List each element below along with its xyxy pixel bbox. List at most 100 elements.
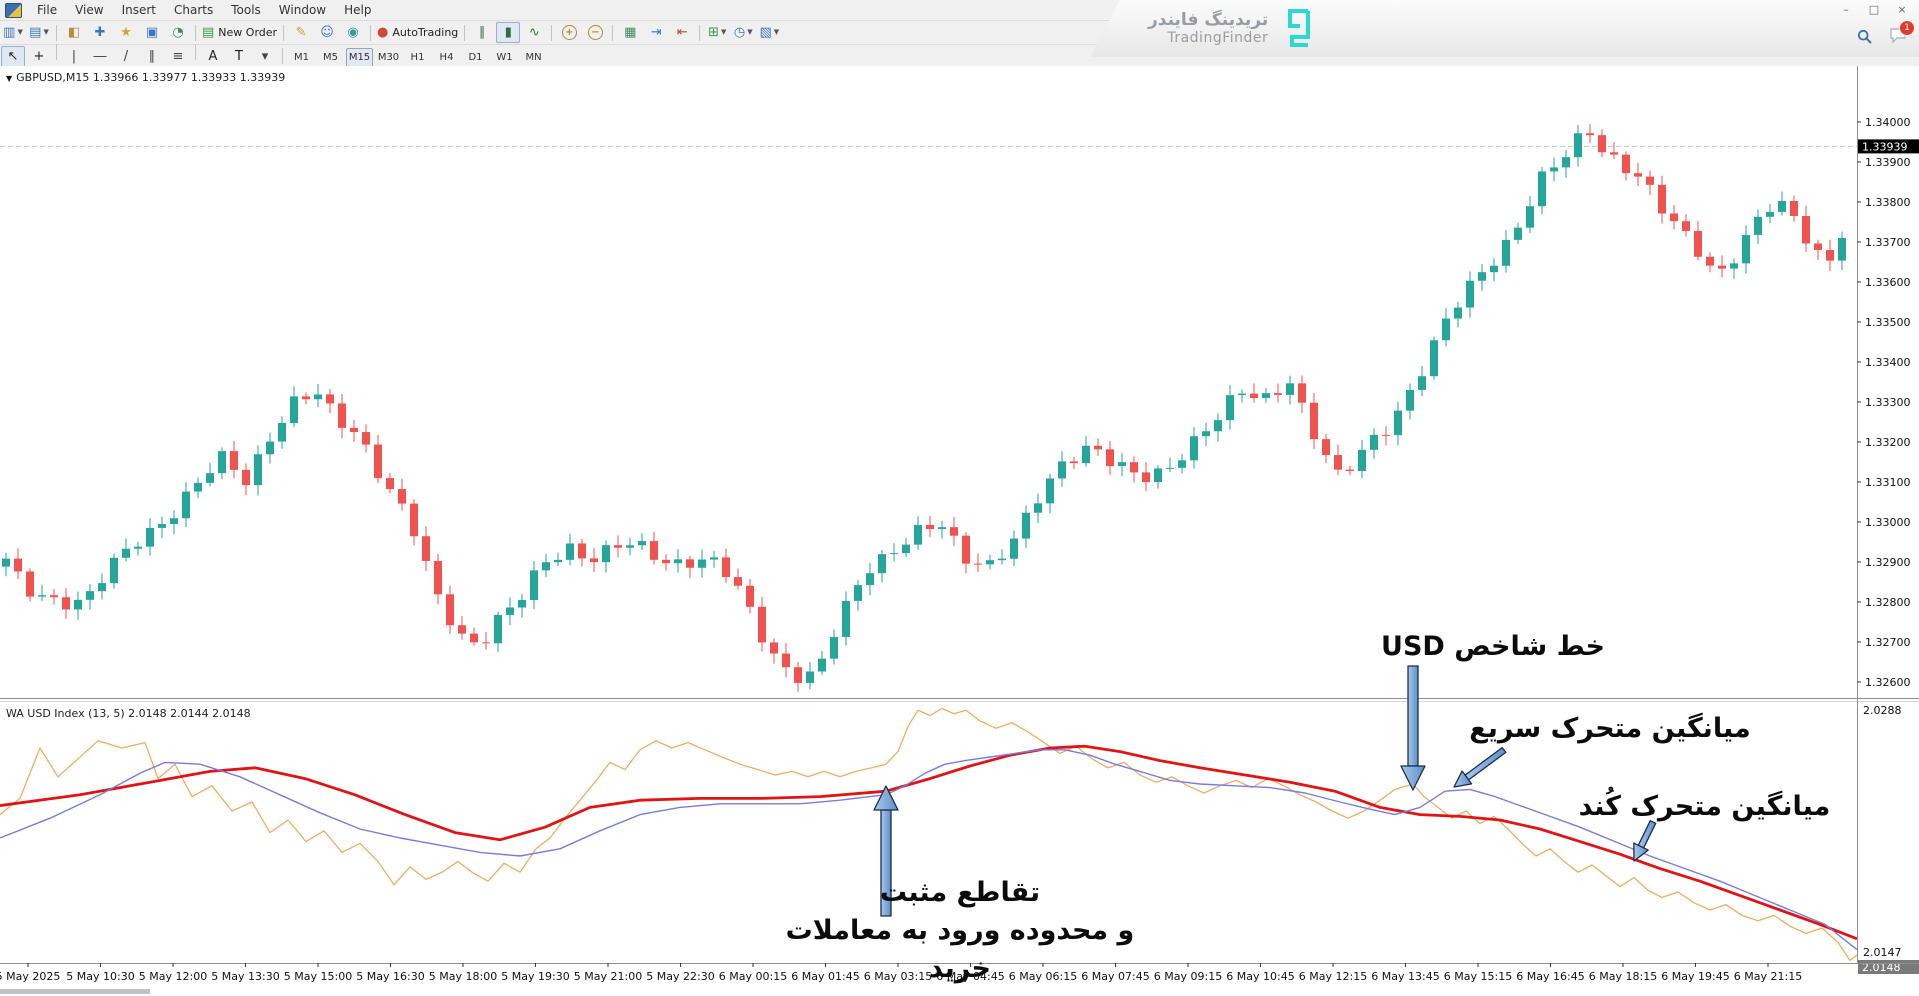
candles-layer[interactable] (2, 124, 1846, 692)
bar-chart-mode-icon[interactable]: ∥ (479, 25, 486, 40)
svg-text:2.0147: 2.0147 (1863, 946, 1902, 959)
zoom-out-icon[interactable]: − (583, 22, 607, 43)
timeframe-h4[interactable]: H4 (439, 51, 454, 63)
auto-scroll-icon[interactable]: ⇥ (650, 25, 662, 40)
indicators-icon[interactable]: ⊞ ▼ (708, 25, 727, 40)
notification-badge: 1 (1899, 20, 1915, 36)
timeframe-mn[interactable]: MN (525, 51, 542, 63)
fibonacci-icon[interactable]: ≡ (172, 49, 184, 64)
strategy-tester-icon[interactable]: ◔ (172, 25, 184, 40)
svg-text:6 May 13:45: 6 May 13:45 (1371, 970, 1439, 983)
autotrading-button[interactable]: ● AutoTrading (377, 25, 459, 40)
menu-item-file[interactable]: File (37, 3, 58, 17)
svg-text:6 May 19:45: 6 May 19:45 (1661, 970, 1729, 983)
svg-text:6 May 00:15: 6 May 00:15 (719, 970, 787, 983)
timeframe-m1[interactable]: M1 (294, 51, 309, 63)
svg-text:1.32700: 1.32700 (1865, 636, 1911, 649)
toolbar-separator (283, 24, 285, 41)
timeframe-d1[interactable]: D1 (468, 51, 483, 63)
minimize-button[interactable]: – (1843, 3, 1849, 16)
tradingfinder-brand: تریدینگ فایندر TradingFinder (1148, 7, 1318, 49)
menu-item-window[interactable]: Window (278, 3, 327, 17)
svg-text:6 May 04:45: 6 May 04:45 (936, 970, 1004, 983)
tradingfinder-watermark: – □ × تریدینگ فایندر TradingFinder 1 (1090, 0, 1919, 57)
fast-ma-line (0, 749, 1858, 951)
timeframe-bar: M1 M5 M15 M30 H1 H4 D1 W1 MN (287, 45, 548, 67)
line-chart-mode-icon[interactable]: ∿ (528, 25, 540, 40)
terminal-icon[interactable]: ▣ (145, 25, 159, 40)
text-icon[interactable]: A (208, 49, 218, 64)
new-chart-icon[interactable]: ▥ ▼ (3, 25, 23, 40)
candle-chart-mode-icon[interactable]: ▮ (496, 22, 521, 43)
search-icon[interactable] (1857, 29, 1873, 45)
toolbar-separator (699, 24, 701, 41)
svg-text:1.33900: 1.33900 (1865, 156, 1911, 169)
svg-text:6 May 10:45: 6 May 10:45 (1226, 970, 1294, 983)
trendline-icon[interactable]: / (123, 49, 129, 64)
svg-text:6 May 18:15: 6 May 18:15 (1589, 970, 1657, 983)
svg-text:1.32800: 1.32800 (1865, 596, 1911, 609)
chart-shift-icon[interactable]: ⇤ (676, 25, 688, 40)
tradingfinder-logo-icon (1288, 9, 1311, 47)
time-axis[interactable]: 5 May 2025 5 May 10:30 5 May 12:00 5 May 13… (0, 963, 1919, 994)
data-window-icon[interactable]: ✚ (94, 25, 106, 40)
tile-windows-icon[interactable]: ▦ (624, 25, 637, 40)
slow-ma-arrow (1633, 820, 1657, 862)
svg-text:1.33100: 1.33100 (1865, 476, 1911, 489)
fast-ma-arrow (1453, 746, 1507, 788)
svg-text:6 May 12:15: 6 May 12:15 (1299, 970, 1367, 983)
svg-text:1.34000: 1.34000 (1865, 116, 1911, 129)
symbol-dropdown-caret[interactable]: ▼ (6, 74, 13, 83)
svg-text:6 May 07:45: 6 May 07:45 (1081, 970, 1149, 983)
menu-item-help[interactable]: Help (344, 3, 372, 17)
close-button[interactable]: × (1897, 3, 1907, 16)
arrows-tool-icon[interactable]: ▾ (261, 49, 269, 64)
menu-item-view[interactable]: View (75, 3, 104, 17)
restore-button[interactable]: □ (1868, 3, 1880, 16)
svg-text:1.33000: 1.33000 (1865, 516, 1911, 529)
profiles-icon[interactable]: ▤ ▼ (29, 25, 49, 40)
annotation-cross-line2: و محدوده ورود به معاملات خرید (785, 914, 1135, 984)
timeframe-m30[interactable]: M30 (377, 51, 400, 63)
horizontal-line-icon[interactable]: ― (93, 49, 107, 64)
timeframe-m15[interactable]: M15 (346, 47, 373, 67)
toolbar-separator (464, 24, 466, 41)
horizontal-scrollbar[interactable] (0, 989, 150, 994)
price-axis[interactable]: 1.34000 1.33900 1.33800 1.33700 1.33600 1.335… (1857, 66, 1919, 974)
svg-text:1.33600: 1.33600 (1865, 276, 1911, 289)
svg-text:1.33800: 1.33800 (1865, 196, 1911, 209)
timeframe-h1[interactable]: H1 (410, 51, 425, 63)
cursor-icon[interactable]: ↖ (1, 46, 25, 67)
text-label-icon[interactable]: T (235, 49, 243, 64)
metaeditor-icon[interactable]: ✎ (295, 25, 307, 40)
new-order-button[interactable]: ▤ New Order (202, 25, 278, 40)
market-watch-icon[interactable]: ◧ (67, 25, 81, 40)
menu-item-charts[interactable]: Charts (174, 3, 214, 17)
chat-icon[interactable]: 1 (1889, 20, 1915, 47)
chart-canvas[interactable]: 1.34000 1.33900 1.33800 1.33700 1.33600 1.335… (0, 66, 1919, 996)
svg-text:2.0288: 2.0288 (1863, 704, 1902, 717)
vertical-line-icon[interactable]: | (71, 49, 77, 64)
toolbar-separator (195, 24, 196, 41)
symbol-ohlc-label: ▼ GBPUSD,M15 1.33966 1.33977 1.33933 1.33… (6, 71, 286, 84)
annotation-cross-line1: تقاطع مثبت (879, 877, 1041, 908)
app-icon (5, 2, 22, 18)
navigator-icon[interactable]: ★ (120, 25, 132, 40)
svg-text:5 May 2025: 5 May 2025 (0, 970, 60, 983)
menu-item-insert[interactable]: Insert (121, 3, 156, 17)
templates-icon[interactable]: ▧ ▼ (759, 25, 780, 40)
drawing-tools: ↖ + | ― / ∥ ≡ A T ▾ (0, 44, 278, 67)
alerts-icon[interactable]: ◉ (347, 25, 359, 40)
timeframe-w1[interactable]: W1 (496, 51, 513, 63)
experts-icon[interactable]: ☺ (320, 25, 334, 40)
crosshair-icon[interactable]: + (33, 49, 45, 64)
periods-icon[interactable]: ◷ ▼ (733, 25, 753, 40)
svg-text:5 May 16:30: 5 May 16:30 (356, 970, 424, 983)
svg-text:6 May 21:15: 6 May 21:15 (1734, 970, 1802, 983)
svg-text:5 May 19:30: 5 May 19:30 (501, 970, 569, 983)
zoom-in-icon[interactable]: + (557, 22, 581, 43)
timeframe-m5[interactable]: M5 (323, 51, 338, 63)
equidistant-channel-icon[interactable]: ∥ (148, 49, 156, 64)
menu-item-tools[interactable]: Tools (231, 3, 261, 17)
svg-text:6 May 09:15: 6 May 09:15 (1154, 970, 1222, 983)
